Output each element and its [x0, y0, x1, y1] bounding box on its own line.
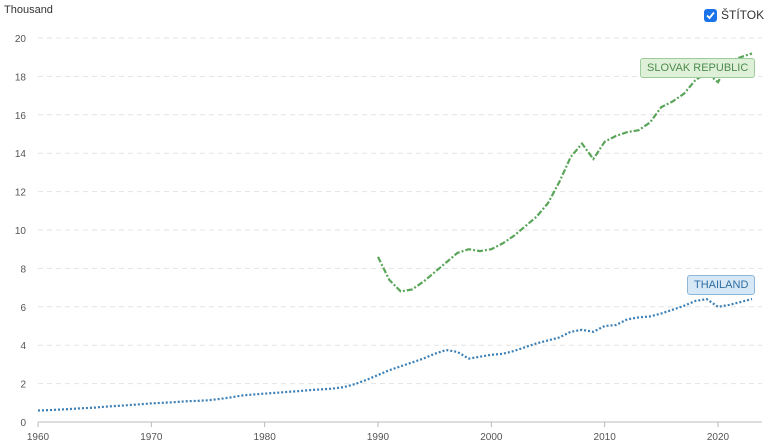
series-label-slovak-republic: SLOVAK REPUBLIC	[640, 58, 756, 78]
series-label-thailand: THAILAND	[687, 275, 756, 295]
series-line-0	[377, 52, 753, 293]
x-tick-label: 1960	[27, 432, 50, 443]
y-tick-label: 8	[20, 264, 26, 275]
y-tick-label: 20	[15, 34, 27, 45]
y-tick-label: 2	[20, 380, 26, 391]
x-tick-label: 2000	[480, 432, 503, 443]
y-tick-label: 10	[15, 226, 27, 237]
checkmark-icon	[706, 11, 715, 19]
series-line-1	[37, 297, 753, 412]
x-tick-label: 1970	[140, 432, 163, 443]
y-tick-label: 16	[15, 111, 27, 122]
y-axis-label: Thousand	[4, 4, 53, 16]
x-tick-label: 1980	[254, 432, 277, 443]
x-tick-label: 1990	[367, 432, 390, 443]
series-lines	[37, 52, 753, 412]
y-tick-label: 0	[20, 418, 26, 429]
x-tick-labels: 1960 1970 1980 1990 2000 2010 2020	[27, 422, 730, 443]
label-toggle[interactable]: ŠTÍTOK	[704, 8, 764, 22]
label-toggle-text: ŠTÍTOK	[721, 8, 765, 22]
y-tick-label: 4	[20, 341, 26, 352]
y-tick-label: 18	[15, 72, 27, 83]
y-tick-label: 14	[15, 149, 27, 160]
y-tick-label: 12	[15, 188, 27, 199]
label-checkbox[interactable]	[704, 8, 717, 22]
x-tick-label: 2020	[707, 432, 730, 443]
y-tick-label: 6	[20, 303, 26, 314]
y-tick-labels: 0 2 4 6 8 10 12 14 16 18 20	[15, 34, 27, 429]
grid	[38, 37, 762, 423]
x-tick-label: 2010	[594, 432, 617, 443]
